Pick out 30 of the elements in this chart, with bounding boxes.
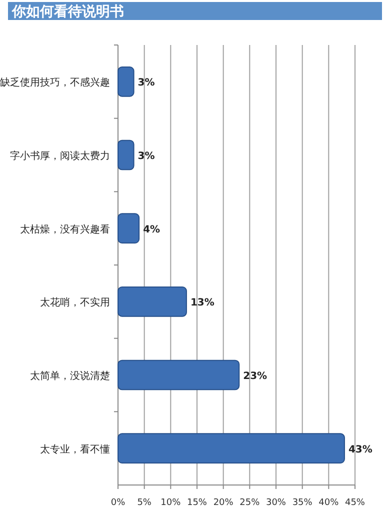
bar [118, 433, 345, 464]
x-tick-label: 30% [266, 498, 286, 508]
x-tick-label: 5% [137, 498, 152, 508]
y-tick-label: 太专业，看不懂 [40, 443, 110, 456]
y-tick-label: 缺乏使用技巧，不感兴趣 [0, 76, 110, 89]
x-tick-label: 0% [110, 498, 126, 508]
bar [118, 213, 140, 244]
bar [118, 140, 134, 170]
data-label: 43% [348, 444, 372, 456]
x-tick-label: 45% [344, 498, 366, 508]
data-label: 23% [243, 371, 268, 382]
chart-title: 你如何看待说明书 [11, 3, 124, 20]
x-tick-label: 35% [292, 498, 313, 508]
title: 你如何看待说明书 [8, 2, 382, 20]
x-tick-label: 15% [186, 498, 208, 508]
x-tick-label: 40% [318, 498, 340, 508]
x-tick-label: 20% [213, 498, 234, 508]
y-tick-label: 太花哨，不实用 [40, 296, 110, 309]
y-tick-label: 太简单，没说清楚 [30, 370, 110, 382]
x-tick-label: 10% [160, 498, 182, 508]
bar [118, 360, 240, 390]
bar [118, 286, 187, 317]
data-label: 3% [138, 78, 155, 89]
x-tick-label: 25% [240, 498, 260, 508]
bar [118, 66, 134, 97]
y-tick-label: 字小书厚，阅读太费力 [10, 150, 110, 162]
data-label: 13% [190, 298, 214, 309]
data-label: 4% [143, 224, 160, 236]
data-label: 3% [138, 151, 155, 162]
y-tick-label: 太枯燥，没有兴趣看 [20, 223, 110, 236]
